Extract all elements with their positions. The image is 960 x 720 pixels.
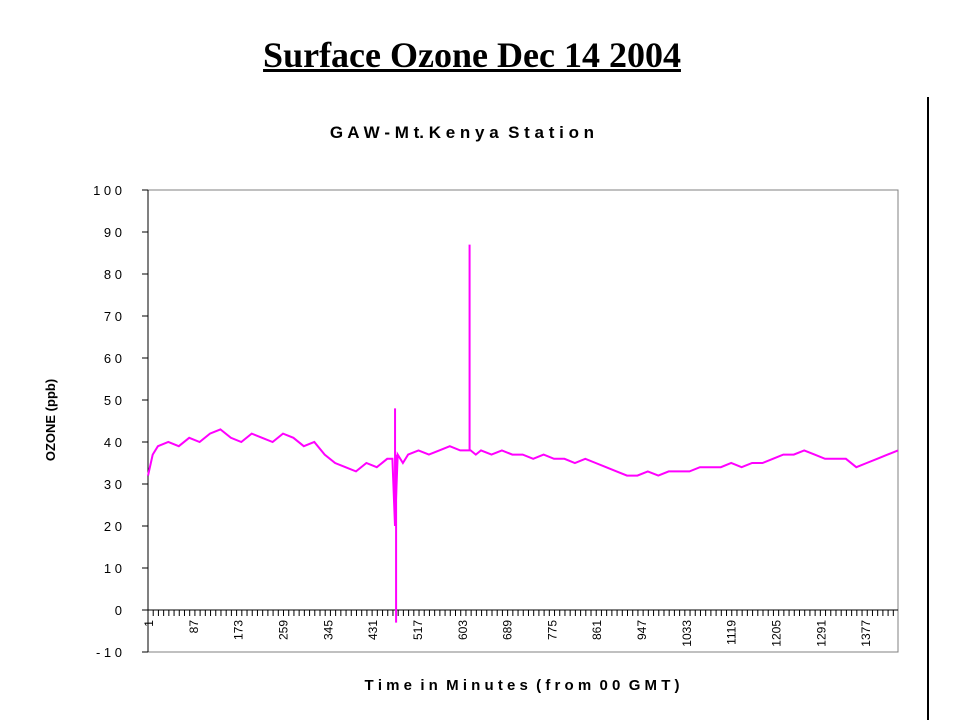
x-tick-label: 259: [276, 620, 290, 640]
slide-title: Surface Ozone Dec 14 2004: [263, 35, 681, 75]
x-tick-label: 1: [142, 620, 156, 627]
y-tick-label: 0: [115, 603, 122, 618]
x-tick-label: 1033: [680, 620, 694, 647]
x-tick-label: 517: [411, 620, 425, 640]
x-tick-label: 1205: [770, 620, 784, 647]
ozone-series-line: [147, 428, 899, 527]
x-tick-label: 603: [456, 620, 470, 640]
x-tick-label: 775: [545, 620, 559, 640]
x-tick-label: 431: [366, 620, 380, 640]
y-tick-label: 3 0: [104, 477, 122, 492]
y-tick-label: 1 0: [104, 561, 122, 576]
x-tick-label: 345: [321, 620, 335, 640]
y-tick-label: 7 0: [104, 309, 122, 324]
plot-area-border: [147, 189, 899, 653]
x-tick-label: 947: [635, 620, 649, 640]
y-tick-label: - 1 0: [96, 645, 122, 660]
chart-title: G A W - M t. K e n y a S t a t i o n: [330, 123, 594, 142]
x-axis-label: T i m e i n M i n u t e s ( f r o m 0 0 …: [364, 677, 679, 694]
y-tick-label: 1 0 0: [93, 183, 122, 198]
y-tick-label: 4 0: [104, 435, 122, 450]
x-tick-label: 87: [187, 620, 201, 634]
y-tick-label: 5 0: [104, 393, 122, 408]
x-tick-label: 1377: [859, 620, 873, 647]
x-tick-label: 173: [232, 620, 246, 640]
y-axis-label: OZONE (ppb): [43, 379, 58, 461]
x-tick-label: 1291: [814, 620, 828, 647]
y-tick-label: 8 0: [104, 267, 122, 282]
y-tick-label: 9 0: [104, 225, 122, 240]
x-tick-label: 689: [501, 620, 515, 640]
y-tick-label: 6 0: [104, 351, 122, 366]
y-tick-label: 2 0: [104, 519, 122, 534]
x-tick-label: 1119: [725, 620, 739, 645]
x-tick-label: 861: [590, 620, 604, 640]
slide-border-rule: [927, 97, 929, 720]
